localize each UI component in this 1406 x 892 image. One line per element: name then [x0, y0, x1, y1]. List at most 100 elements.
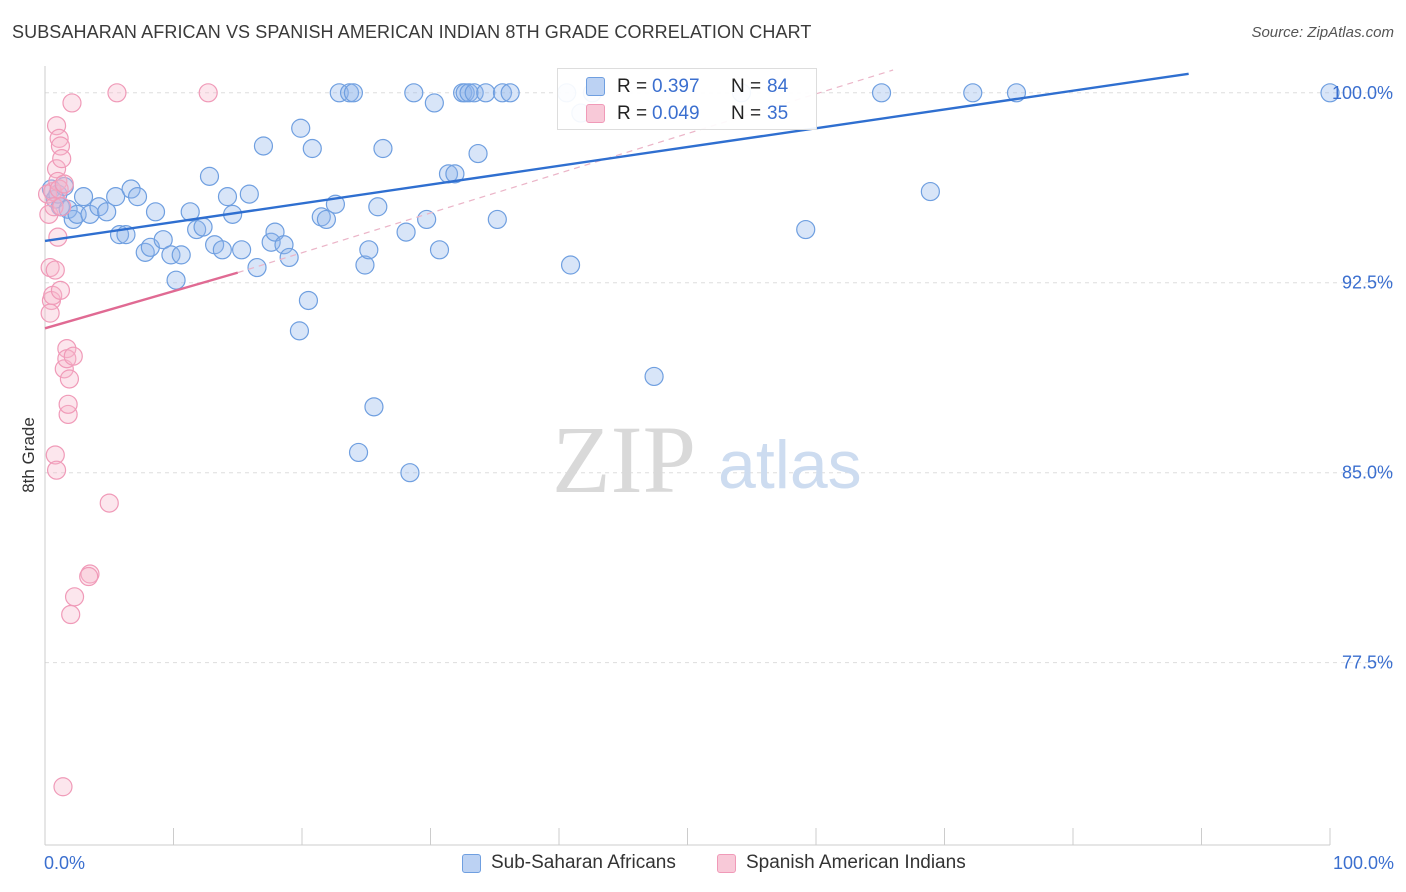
data-point [40, 303, 60, 323]
data-point [52, 149, 72, 169]
data-point [153, 230, 173, 250]
y-tick-label: 85.0% [1342, 463, 1393, 483]
data-point [58, 394, 78, 414]
data-point [217, 187, 238, 207]
gridlines [45, 92, 1394, 664]
stats-n-value: 35 [767, 103, 789, 124]
data-point [73, 187, 94, 207]
data-point [198, 83, 218, 103]
data-point [212, 240, 232, 260]
data-point [500, 83, 520, 103]
data-point [49, 128, 69, 148]
bottom-legend: Sub-Saharan Africans Spanish American In… [0, 852, 1406, 878]
legend-swatch-pink [717, 853, 736, 873]
data-point [232, 240, 252, 260]
data-point [871, 83, 892, 103]
trend-line-blue [44, 72, 1189, 243]
legend-label-sub-saharan: Sub-Saharan Africans [491, 852, 676, 873]
data-point [492, 83, 513, 103]
data-point [343, 83, 363, 103]
data-point [106, 187, 126, 207]
data-point [476, 83, 496, 103]
data-point [63, 346, 83, 366]
data-point [62, 93, 82, 113]
stats-n-value: 84 [767, 76, 789, 97]
data-point [127, 187, 148, 207]
data-point [348, 442, 369, 463]
data-point [64, 587, 85, 607]
data-point [468, 143, 488, 164]
stats-swatch-blue [586, 77, 605, 96]
stats-row-pink: R = 0.049 N = 35 [558, 100, 818, 128]
data-point [355, 255, 375, 275]
y-axis-label: 8th Grade [19, 417, 38, 493]
trend-line-pink [44, 271, 239, 330]
y-tick-label: 77.5% [1342, 653, 1393, 673]
data-point [302, 138, 322, 159]
data-point [37, 184, 58, 204]
y-tick-label: 92.5% [1342, 273, 1393, 293]
data-point [52, 197, 72, 217]
data-point [274, 235, 294, 255]
data-point [50, 280, 71, 300]
data-point [53, 777, 73, 797]
data-point [464, 83, 484, 103]
stats-r-value: 0.397 [652, 76, 700, 97]
data-point [61, 604, 81, 625]
data-point [99, 493, 119, 513]
data-point [239, 184, 259, 204]
data-point [279, 247, 299, 268]
chart-title: SUBSAHARAN AFRICAN VS SPANISH AMERICAN I… [12, 22, 812, 42]
stats-legend-box: R = 0.397 N = 84 R = 0.049 N = 35 [557, 68, 817, 130]
data-point [298, 290, 319, 311]
stats-r-label: R = [617, 103, 648, 124]
data-point [199, 166, 220, 186]
stats-n-label: N = [731, 103, 762, 124]
watermark-zip: ZIP [552, 406, 696, 513]
y-tick-label: 100.0% [1332, 83, 1393, 103]
data-point [359, 240, 379, 260]
data-point [97, 202, 117, 222]
y-tick-labels: 100.0% 92.5% 85.0% 77.5% [1332, 83, 1393, 673]
trend-line-pink-extension [237, 69, 894, 274]
data-point [429, 240, 450, 260]
data-point [963, 83, 983, 103]
data-point [368, 197, 388, 217]
data-point [45, 260, 65, 280]
stats-row-blue: R = 0.397 N = 84 [558, 73, 818, 101]
data-point [364, 397, 384, 417]
data-point [46, 116, 67, 136]
series-spanish-american-points [37, 83, 218, 797]
data-point [145, 202, 166, 222]
stats-r-label: R = [617, 76, 648, 97]
data-point [396, 222, 416, 242]
data-point [1320, 83, 1340, 103]
data-point [253, 136, 274, 156]
data-point [920, 181, 940, 202]
data-point [121, 179, 141, 199]
stats-r-value: 0.049 [652, 103, 700, 124]
data-point [400, 463, 420, 483]
data-point [373, 138, 393, 159]
stats-swatch-pink [586, 104, 605, 123]
data-point [459, 83, 479, 103]
trend-lines [44, 69, 1189, 330]
legend-item-sub-saharan[interactable]: Sub-Saharan Africans [462, 852, 676, 874]
source-label: Source: ZipAtlas.com [1251, 24, 1394, 41]
legend-item-spanish-american[interactable]: Spanish American Indians [717, 852, 966, 874]
data-point [40, 257, 60, 278]
data-point [291, 118, 311, 138]
data-point [59, 369, 80, 389]
data-point [57, 338, 77, 359]
legend-label-spanish-american: Spanish American Indians [746, 852, 966, 873]
data-point [171, 245, 191, 265]
data-point [79, 566, 99, 587]
stats-n-label: N = [731, 76, 762, 97]
watermark-atlas: atlas [718, 427, 862, 503]
data-point [560, 255, 581, 275]
data-point [424, 93, 444, 113]
x-tick-label-max: 100.0% [1333, 853, 1394, 873]
data-point [404, 83, 424, 103]
data-point [311, 207, 331, 227]
